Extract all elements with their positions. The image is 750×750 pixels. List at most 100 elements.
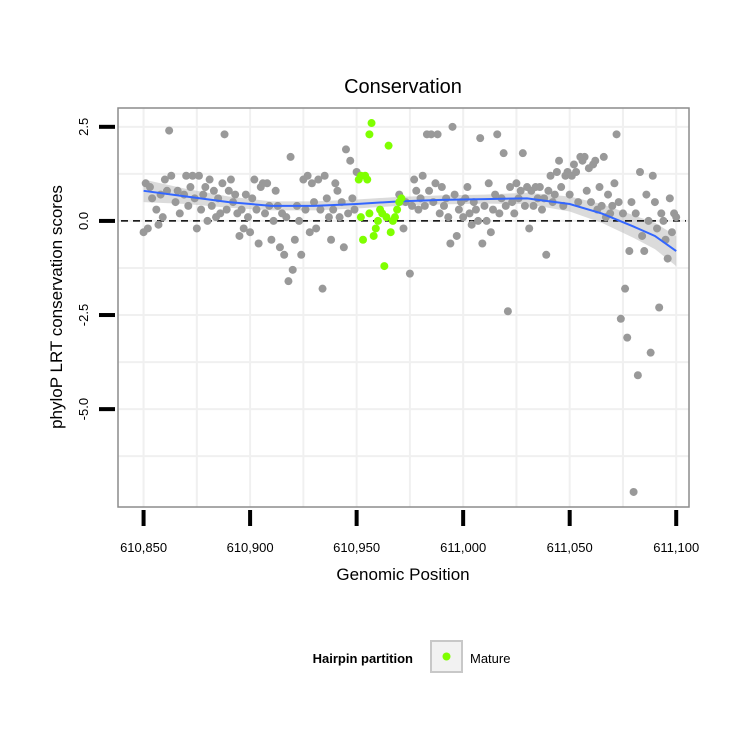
plot-panel bbox=[118, 108, 689, 507]
data-point bbox=[612, 130, 621, 139]
data-point bbox=[282, 213, 291, 222]
data-point bbox=[474, 216, 483, 225]
background-points bbox=[139, 122, 681, 496]
data-point bbox=[246, 228, 255, 237]
data-point bbox=[503, 307, 512, 316]
data-point bbox=[209, 186, 218, 195]
data-point bbox=[520, 201, 529, 210]
data-point bbox=[655, 303, 664, 312]
legend-entry-mature: Mature bbox=[470, 651, 510, 666]
y-axis-label: phyloP LRT conservation scores bbox=[47, 185, 66, 429]
chart-title: Conservation bbox=[344, 76, 462, 98]
data-point bbox=[188, 171, 197, 180]
data-point bbox=[465, 209, 474, 218]
data-point bbox=[288, 265, 297, 274]
data-point bbox=[506, 183, 515, 192]
mature-data-point bbox=[384, 141, 393, 150]
data-point bbox=[203, 216, 212, 225]
data-point bbox=[235, 231, 244, 240]
data-point bbox=[667, 228, 676, 237]
data-point bbox=[237, 205, 246, 214]
y-tick-label: 2.5 bbox=[76, 118, 91, 136]
data-point bbox=[488, 205, 497, 214]
data-point bbox=[145, 183, 154, 192]
mature-data-point bbox=[359, 235, 368, 244]
data-point bbox=[544, 186, 553, 195]
data-point bbox=[631, 209, 640, 218]
data-point bbox=[454, 205, 463, 214]
data-point bbox=[152, 205, 161, 214]
data-point bbox=[333, 186, 342, 195]
data-point bbox=[452, 231, 461, 240]
x-axis-label: Genomic Position bbox=[336, 565, 469, 584]
data-point bbox=[408, 201, 417, 210]
data-point bbox=[433, 130, 442, 139]
data-point bbox=[224, 186, 233, 195]
x-tick-label: 610,900 bbox=[227, 540, 274, 555]
data-point bbox=[646, 348, 655, 357]
mature-data-point bbox=[390, 213, 399, 222]
data-point bbox=[542, 250, 551, 259]
x-tick-label: 610,850 bbox=[120, 540, 167, 555]
data-point bbox=[218, 179, 227, 188]
mature-data-point bbox=[393, 205, 402, 214]
data-point bbox=[173, 186, 182, 195]
data-point bbox=[271, 186, 280, 195]
data-point bbox=[261, 209, 270, 218]
data-point bbox=[197, 205, 206, 214]
data-point bbox=[427, 130, 436, 139]
y-tick-label: -2.5 bbox=[76, 304, 91, 326]
data-point bbox=[529, 201, 538, 210]
mature-data-point bbox=[382, 213, 391, 222]
data-point bbox=[239, 224, 248, 233]
data-point bbox=[499, 149, 508, 158]
mature-data-point bbox=[380, 262, 389, 271]
mature-data-point bbox=[386, 228, 395, 237]
data-point bbox=[642, 190, 651, 199]
data-point bbox=[569, 160, 578, 169]
data-point bbox=[633, 371, 642, 380]
data-point bbox=[316, 205, 325, 214]
plot-panel-border bbox=[117, 107, 690, 508]
data-point bbox=[295, 216, 304, 225]
data-point bbox=[442, 194, 451, 203]
data-point bbox=[618, 209, 627, 218]
data-point bbox=[307, 179, 316, 188]
mature-data-point bbox=[397, 194, 406, 203]
data-point bbox=[608, 201, 617, 210]
data-point bbox=[263, 179, 272, 188]
data-point bbox=[226, 175, 235, 184]
data-point bbox=[143, 224, 152, 233]
data-point bbox=[348, 194, 357, 203]
data-point bbox=[501, 201, 510, 210]
mature-data-point bbox=[367, 119, 376, 128]
data-point bbox=[480, 201, 489, 210]
data-point bbox=[518, 149, 527, 158]
data-point bbox=[586, 198, 595, 207]
data-point bbox=[222, 205, 231, 214]
y-tick-label: -5.0 bbox=[76, 398, 91, 420]
data-point bbox=[467, 220, 476, 229]
data-point bbox=[329, 205, 338, 214]
mature-data-point bbox=[363, 175, 372, 184]
data-point bbox=[165, 126, 174, 135]
data-point bbox=[580, 152, 589, 161]
data-point bbox=[663, 254, 672, 263]
mature-data-point bbox=[373, 216, 382, 225]
legend-key-mature-point bbox=[442, 652, 451, 661]
data-point bbox=[310, 198, 319, 207]
data-point bbox=[635, 167, 644, 176]
data-point bbox=[659, 216, 668, 225]
data-point bbox=[320, 171, 329, 180]
data-point bbox=[269, 216, 278, 225]
data-point bbox=[610, 179, 619, 188]
data-point bbox=[448, 122, 457, 131]
data-point bbox=[621, 284, 630, 293]
x-tick-label: 611,100 bbox=[653, 540, 699, 555]
data-point bbox=[512, 179, 521, 188]
data-point bbox=[572, 167, 581, 176]
data-point bbox=[672, 213, 681, 222]
data-point bbox=[412, 186, 421, 195]
data-point bbox=[252, 205, 261, 214]
data-point bbox=[537, 205, 546, 214]
